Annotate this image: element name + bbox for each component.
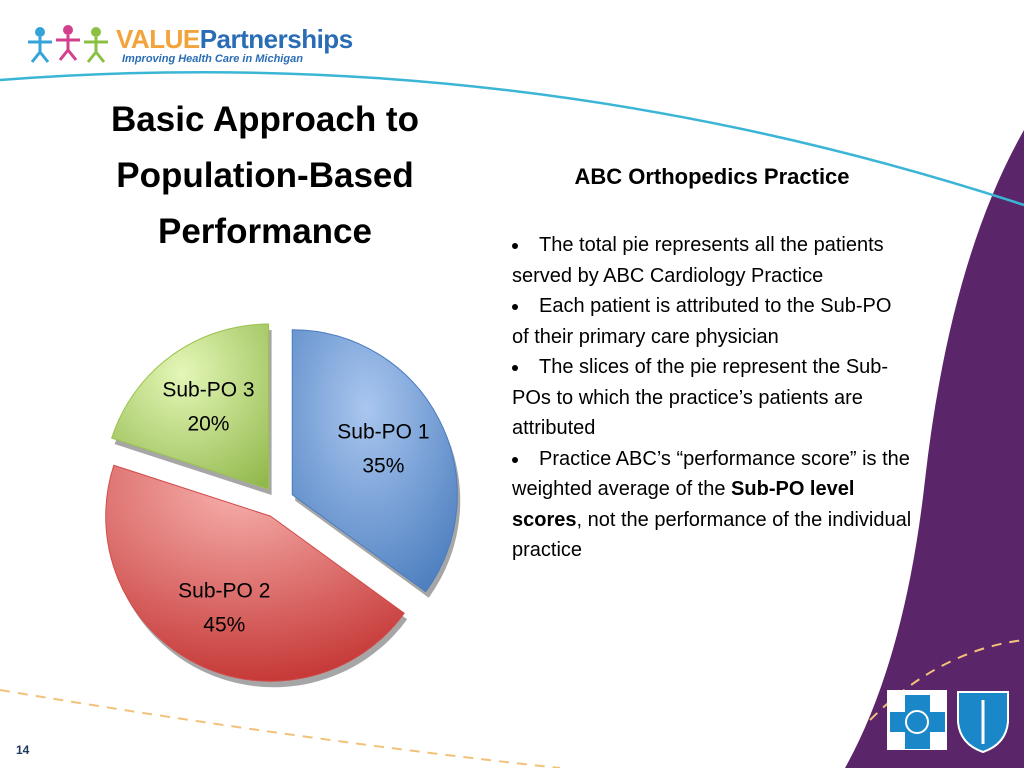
bullet-text: Practice ABC’s “performance score” is th… [512,447,910,501]
bullet: Practice ABC’s “performance score” is th… [512,444,912,566]
slice-value-label: 45% [203,613,245,636]
tagline: Improving Health Care in Michigan [122,53,303,65]
bcbs-logos [887,690,1009,754]
slice-label: Sub-PO 1 [337,420,429,443]
slice-value-label: 35% [362,454,404,477]
brand-value: VALUE [116,24,200,54]
accent-dash [869,639,1024,721]
bullet: The total pie represents all the patient… [512,230,912,291]
slice-label: Sub-PO 3 [162,378,254,401]
pie-slice [291,329,458,593]
slice-label: Sub-PO 2 [178,579,270,602]
bullet-emphasis: Sub-PO level scores [512,478,855,531]
brand: VALUEPartnerships [116,24,353,55]
slice-value-label: 20% [187,412,229,435]
page-number: 14 [16,743,30,757]
title-line: Population-Based [116,156,414,195]
accent-dash [0,689,561,768]
panel-heading: ABC Orthopedics Practice [574,164,850,189]
slide-title: Basic Approach to Population-Based Perfo… [60,92,470,260]
pie-slice [105,464,405,682]
logo-figures [28,25,108,63]
accent-curve [0,70,1024,207]
purple-band [845,130,1024,768]
title-line: Performance [158,212,372,251]
title-line: Basic Approach to [111,100,419,139]
bullet: The slices of the pie represent the Sub-… [512,352,912,444]
brand-partnerships: Partnerships [199,24,353,54]
bullet: Each patient is attributed to the Sub-PO… [512,291,912,352]
bullet-text: , not the performance of the individual … [512,508,912,562]
pie-slice [111,323,270,490]
bullet-list: The total pie represents all the patient… [512,230,912,566]
